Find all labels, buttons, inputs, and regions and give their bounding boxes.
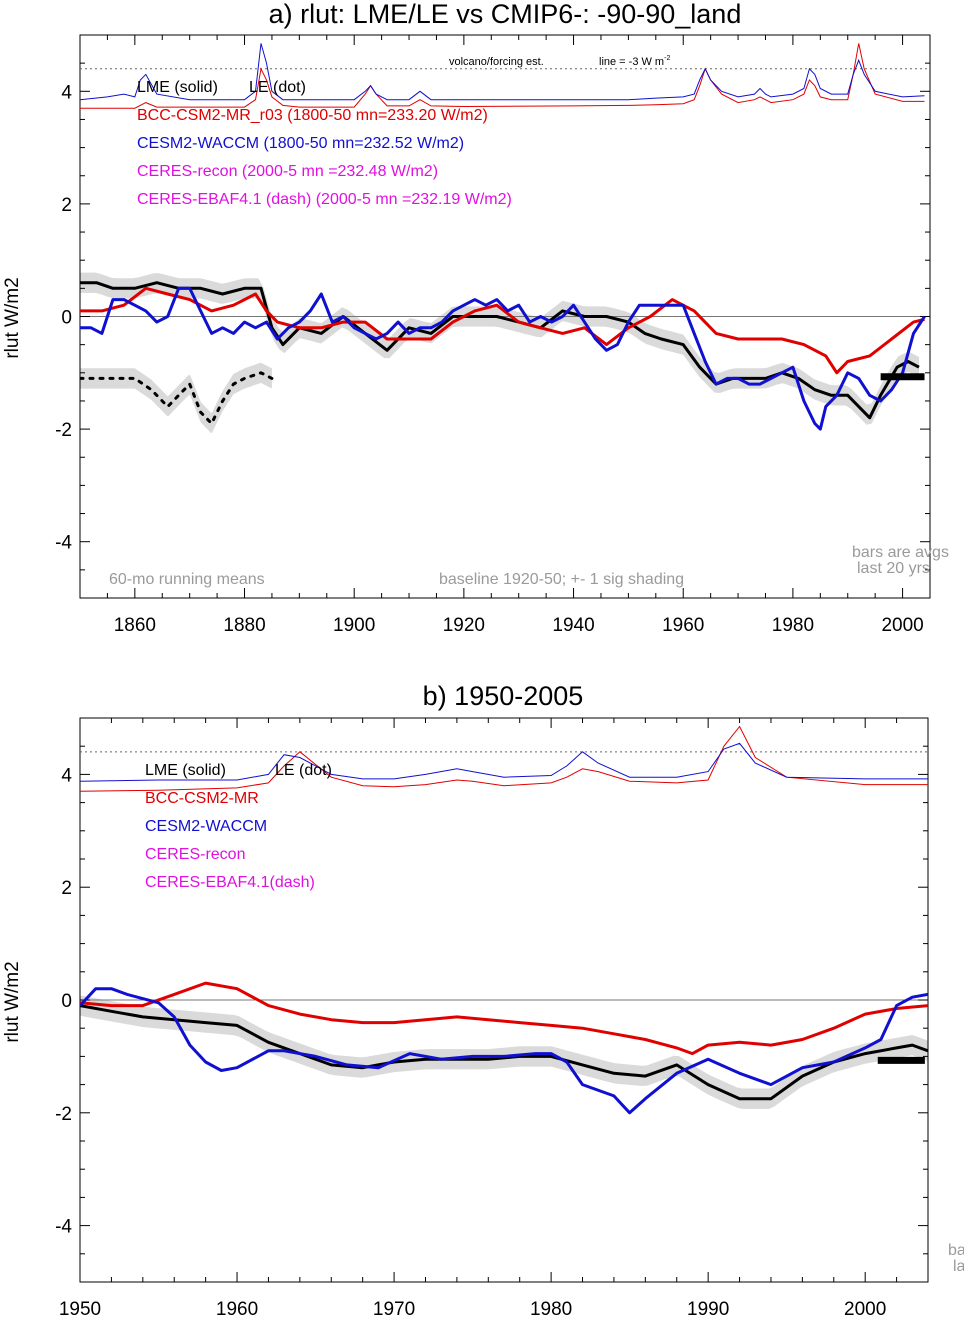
y-tick-label: 2: [61, 195, 72, 216]
a-shading-layer: [80, 272, 919, 433]
b-bars-note-1: ba: [948, 1242, 964, 1259]
x-tick-label: 1960: [662, 615, 704, 636]
a-legend-bcc: BCC-CSM2-MR_r03 (1800-50 mn=233.20 W/m2): [137, 107, 488, 124]
shading-band-0: [80, 272, 919, 425]
panel-a-y-axis-label: rlut W/m2: [2, 277, 23, 358]
a-legend-lme: LME (solid): [137, 79, 218, 96]
y-tick-label: 0: [61, 308, 72, 329]
forcing-line-bcc-csm2-mr-r03: [80, 43, 925, 109]
x-tick-label: 1860: [114, 615, 156, 636]
b-axes-layer: 4 2 0 -2 -4 1950 1960 1970 1980 1990 2000: [55, 717, 929, 1320]
a-line-ref-superscript: -2: [664, 55, 670, 62]
b-legend-cesm2: CESM2-WACCM: [145, 818, 267, 835]
b-legend-ceres-ebaf: CERES-EBAF4.1(dash): [145, 874, 315, 891]
x-tick-label: 1990: [687, 1299, 729, 1320]
panel-a-title: a) rlut: LME/LE vs CMIP6-: -90-90_land: [269, 0, 742, 29]
shading-band-0: [80, 995, 928, 1109]
a-bars-note-2: last 20 yrs: [857, 560, 930, 577]
forcing-line-bcc-csm2-mr: [80, 725, 928, 792]
series-line-le-dot-: [80, 371, 274, 425]
x-tick-label: 1980: [772, 615, 814, 636]
y-tick-label: 0: [61, 991, 72, 1012]
panel-b: b) 1950-2005 rlut W/m2 4 2 0 -2 -4 1950 1960 19…: [2, 681, 964, 1320]
x-tick-label: 1940: [552, 615, 594, 636]
y-tick-label: 2: [61, 878, 72, 899]
panel-b-title: b) 1950-2005: [423, 681, 584, 711]
forcing-line-cesm2-waccm: [80, 43, 925, 101]
panel-b-y-axis-label: rlut W/m2: [2, 961, 23, 1042]
y-tick-label: -2: [55, 1104, 72, 1125]
b-legend-ceres-recon: CERES-recon: [145, 846, 245, 863]
forcing-line-cesm2-waccm: [80, 742, 928, 782]
a-running-mean-note: 60-mo running means: [109, 571, 265, 588]
a-series-layer: [80, 43, 926, 431]
panel-a: a) rlut: LME/LE vs CMIP6-: -90-90_land r…: [2, 0, 949, 636]
y-tick-label: 4: [61, 765, 72, 786]
a-legend-cesm2: CESM2-WACCM (1800-50 mn=232.52 W/m2): [137, 135, 464, 152]
y-tick-label: 4: [61, 82, 72, 103]
a-axes-layer: 4 2 0 -2 -4 1860 1880 1900 1920 1940 1960 1980 2000: [55, 34, 931, 636]
b-legend-le: LE (dot): [275, 762, 332, 779]
x-tick-label: 1880: [223, 615, 265, 636]
y-tick-label: -4: [55, 1217, 72, 1238]
x-tick-label: 2000: [881, 615, 923, 636]
a-legend-ceres-recon: CERES-recon (2000-5 mn =232.48 W/m2): [137, 163, 438, 180]
x-tick-label: 1900: [333, 615, 375, 636]
series-line-cesm2-waccm: [80, 286, 926, 431]
y-tick-label: -2: [55, 420, 72, 441]
x-tick-label: 1920: [443, 615, 485, 636]
b-legend-lme: LME (solid): [145, 762, 226, 779]
b-legend-bcc: BCC-CSM2-MR: [145, 790, 259, 807]
x-tick-label: 1950: [59, 1299, 101, 1320]
b-bars-note-2: la: [953, 1258, 964, 1275]
a-line-ref-note: line = -3 W m-2: [599, 55, 670, 68]
y-tick-label: -4: [55, 533, 72, 554]
series-line-cesm2-waccm: [80, 987, 928, 1115]
x-tick-label: 1980: [530, 1299, 572, 1320]
a-bars-note-1: bars are avgs: [852, 544, 949, 561]
x-tick-label: 1960: [216, 1299, 258, 1320]
series-line-bcc-csm2-mr-r03: [80, 286, 925, 375]
x-tick-label: 1970: [373, 1299, 415, 1320]
a-legend-le: LE (dot): [249, 79, 306, 96]
b-shading-layer: [80, 995, 928, 1109]
b-series-layer: [80, 725, 928, 1115]
a-legend-ceres-ebaf: CERES-EBAF4.1 (dash) (2000-5 mn =232.19 …: [137, 191, 512, 208]
a-volcano-note: volcano/forcing est.: [449, 56, 544, 68]
x-tick-label: 2000: [844, 1299, 886, 1320]
a-baseline-note: baseline 1920-50; +- 1 sig shading: [439, 571, 684, 588]
series-line-bcc-csm2-mr: [80, 981, 928, 1056]
